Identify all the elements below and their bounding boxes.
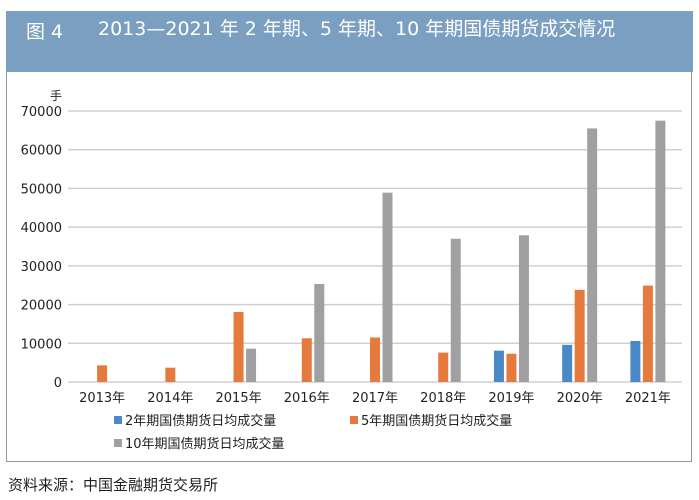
y-tick-label: 0 bbox=[54, 376, 62, 391]
legend-swatch bbox=[114, 439, 122, 447]
bar-1-2019年 bbox=[493, 350, 504, 382]
bar-3-2017年 bbox=[382, 192, 393, 382]
x-tick-label: 2021年 bbox=[625, 391, 671, 406]
chart-frame bbox=[6, 72, 692, 462]
figure-label: 图 4 bbox=[26, 21, 64, 43]
bar-3-2015年 bbox=[246, 348, 257, 382]
bar-1-2021年 bbox=[630, 340, 641, 382]
x-tick-label: 2020年 bbox=[557, 391, 603, 406]
y-tick-label: 60000 bbox=[21, 144, 62, 159]
figure-header: 图 4 2013—2021 年 2 年期、5 年期、10 年期国债期货成交情况 bbox=[6, 11, 693, 72]
legend-swatch bbox=[114, 416, 122, 424]
bar-2-2015年 bbox=[233, 311, 244, 382]
source-note: 资料来源：中国金融期货交易所 bbox=[8, 476, 219, 494]
legend-swatch bbox=[350, 416, 358, 424]
bar-3-2019年 bbox=[518, 235, 529, 382]
legend-label: 10年期国债期货日均成交量 bbox=[125, 436, 285, 452]
y-tick-label: 40000 bbox=[21, 221, 62, 236]
legend-label: 2年期国债期货日均成交量 bbox=[125, 413, 276, 429]
y-tick-label: 30000 bbox=[21, 260, 62, 275]
y-axis-unit: 手 bbox=[50, 89, 62, 103]
bar-2-2014年 bbox=[165, 367, 176, 382]
bar-2-2019年 bbox=[506, 353, 517, 382]
bar-2-2013年 bbox=[97, 365, 108, 382]
bar-2-2021年 bbox=[642, 285, 653, 382]
bar-chart: 手 0 10000 20000 30000 40000 50000 60000 70000 201… bbox=[21, 89, 682, 452]
chart-title: 2013—2021 年 2 年期、5 年期、10 年期国债期货成交情况 bbox=[98, 18, 616, 40]
y-tick-label: 10000 bbox=[21, 337, 62, 352]
y-tick-label: 20000 bbox=[21, 299, 62, 314]
bar-1-2020年 bbox=[562, 344, 573, 382]
legend-label: 5年期国债期货日均成交量 bbox=[361, 413, 512, 429]
bar-3-2020年 bbox=[587, 128, 598, 382]
bar-2-2018年 bbox=[438, 352, 449, 382]
x-tick-label: 2014年 bbox=[147, 391, 193, 406]
x-tick-label: 2019年 bbox=[488, 391, 534, 406]
bar-3-2021年 bbox=[655, 120, 666, 382]
x-tick-label: 2018年 bbox=[420, 391, 466, 406]
bar-3-2016年 bbox=[314, 284, 325, 382]
bar-3-2018年 bbox=[450, 238, 461, 382]
y-tick-label: 70000 bbox=[21, 105, 62, 120]
bar-2-2020年 bbox=[574, 289, 585, 382]
bar-2-2016年 bbox=[301, 338, 312, 382]
x-tick-label: 2013年 bbox=[79, 391, 125, 406]
x-tick-label: 2017年 bbox=[352, 391, 398, 406]
x-tick-label: 2015年 bbox=[216, 391, 262, 406]
y-tick-label: 50000 bbox=[21, 182, 62, 197]
x-tick-label: 2016年 bbox=[284, 391, 330, 406]
bar-2-2017年 bbox=[370, 337, 380, 382]
